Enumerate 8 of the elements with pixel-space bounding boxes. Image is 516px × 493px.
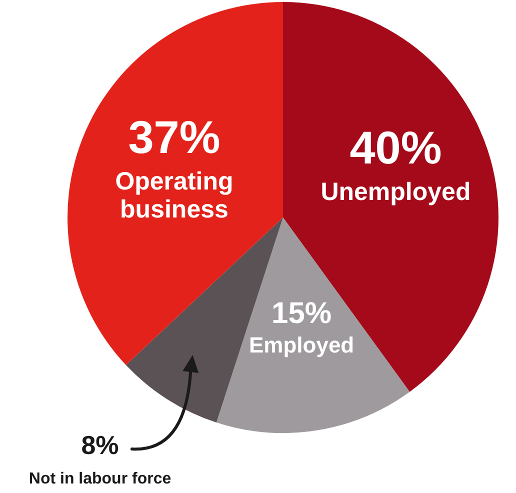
data-label: 37%: [128, 111, 220, 164]
slice-label: Operating business: [115, 167, 234, 224]
slice-label: Not in labour force: [28, 470, 172, 488]
data-label: 40%: [350, 122, 442, 174]
data-label: 8%: [81, 430, 119, 460]
slice-label: Employed: [248, 332, 354, 358]
slice-label: Unemployed: [320, 178, 471, 206]
data-label: 15%: [272, 296, 332, 330]
